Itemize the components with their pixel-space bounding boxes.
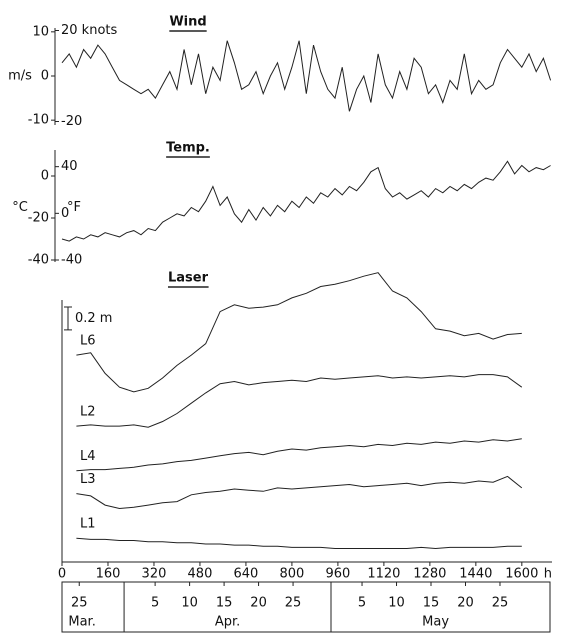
day-label: 15 xyxy=(423,596,440,611)
panel-title: Wind xyxy=(169,15,206,30)
panel-title: Laser xyxy=(168,271,209,286)
series-label: L2 xyxy=(80,405,96,420)
y2-tick-label: -20 xyxy=(61,114,82,129)
x-tick-label: 320 xyxy=(142,567,167,582)
y-tick-label: -10 xyxy=(28,113,49,128)
x-axis-label: h xyxy=(544,567,552,582)
x-tick-label: 640 xyxy=(234,567,259,582)
series-label: L1 xyxy=(80,517,96,532)
month-label: May xyxy=(422,615,449,630)
series-line xyxy=(76,272,522,393)
x-tick-label: 480 xyxy=(188,567,213,582)
y-tick-label: 10 xyxy=(32,24,49,39)
day-label: 10 xyxy=(388,596,405,611)
y-tick-label: 0 xyxy=(41,69,49,84)
series-label: L3 xyxy=(80,472,96,487)
data-line xyxy=(61,160,551,242)
y-tick-label: -20 xyxy=(28,211,49,226)
day-label: 20 xyxy=(457,596,474,611)
day-label: 5 xyxy=(151,596,159,611)
day-label: 15 xyxy=(216,596,233,611)
y2-tick-label: 40 xyxy=(61,159,78,174)
y2-axis-label: °F xyxy=(67,200,81,215)
day-label: 20 xyxy=(250,596,267,611)
y-tick-label: 0 xyxy=(41,169,49,184)
x-tick-label: 1440 xyxy=(459,567,492,582)
day-label: 25 xyxy=(492,596,509,611)
scale-bar-label: 0.2 m xyxy=(75,311,112,326)
month-label: Apr. xyxy=(215,615,240,630)
x-tick-label: 0 xyxy=(58,567,66,582)
day-label: 25 xyxy=(71,596,88,611)
series-line xyxy=(76,438,522,472)
x-tick-label: 800 xyxy=(279,567,304,582)
y2-tick-label: -40 xyxy=(61,253,82,268)
series-line xyxy=(76,475,523,510)
y2-tick-label: 0 xyxy=(61,206,69,221)
y2-tick-label: 20 knots xyxy=(61,23,117,38)
x-tick-label: 1120 xyxy=(367,567,400,582)
data-line xyxy=(61,40,552,112)
day-label: 25 xyxy=(285,596,302,611)
series-label: L4 xyxy=(80,449,96,464)
series-line xyxy=(76,537,522,550)
series-line xyxy=(76,374,523,428)
series-label: L6 xyxy=(80,334,96,349)
y-axis-label: m/s xyxy=(8,69,32,84)
x-tick-label: 1280 xyxy=(413,567,446,582)
month-label: Mar. xyxy=(68,615,95,630)
day-label: 10 xyxy=(181,596,198,611)
x-tick-label: 960 xyxy=(325,567,350,582)
x-tick-label: 160 xyxy=(96,567,121,582)
x-tick-label: 1600 xyxy=(505,567,538,582)
date-axis-frame xyxy=(61,581,551,633)
y-axis-label: °C xyxy=(12,200,28,215)
y-tick-label: -40 xyxy=(28,253,49,268)
panel-title: Temp. xyxy=(166,141,210,156)
day-label: 5 xyxy=(358,596,366,611)
